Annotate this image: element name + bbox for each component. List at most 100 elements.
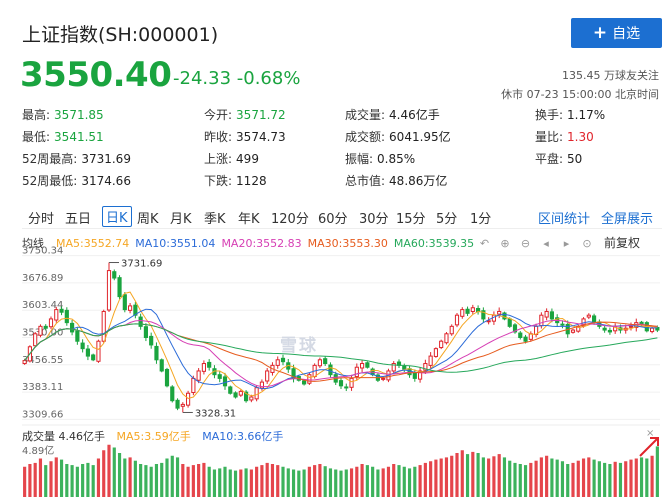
ma-legend-item: MA10:3551.04 [135, 237, 216, 250]
volume-bar [634, 458, 638, 497]
stat-value: 48.86万亿 [389, 174, 448, 188]
page-title: 上证指数(SH:000001) [22, 24, 219, 46]
volume-bar [650, 455, 654, 497]
candle-body [460, 309, 465, 317]
tab-period[interactable]: 15分 [396, 212, 426, 227]
volume-bar [38, 458, 43, 497]
candle-body [465, 308, 470, 314]
stat-value: 1.17% [567, 108, 606, 122]
volume-bar [23, 466, 27, 497]
tab-period[interactable]: 分时 [28, 212, 55, 227]
stat-value: 1.30 [567, 130, 594, 144]
stat-value: 3571.72 [236, 108, 286, 122]
stat-label: 今开: [204, 108, 233, 122]
candle-body [101, 310, 106, 342]
rewind-icon[interactable]: ↶ [479, 237, 490, 250]
market-status: 休市 07-23 15:00:00 北京时间 [501, 88, 659, 101]
volume-bar [59, 459, 64, 497]
watermark: 雪球 [280, 336, 318, 356]
candle-body [180, 403, 185, 407]
volume-label: 成交量 4.46亿手 [22, 430, 105, 443]
ma-line-10 [24, 308, 658, 390]
volume-bar [291, 469, 296, 497]
candle-body [170, 386, 175, 402]
volume-bar [608, 464, 612, 497]
candle-body [360, 363, 365, 369]
stat-value: 3541.51 [54, 130, 104, 144]
tab-period[interactable]: 季K [204, 212, 226, 227]
volume-bar [202, 462, 206, 497]
volume-bar [386, 466, 391, 497]
tab-period[interactable]: 1分 [470, 212, 492, 227]
volume-bar [397, 465, 401, 497]
candle-body [186, 392, 191, 406]
candle-body [338, 380, 344, 387]
volume-bar [423, 462, 427, 497]
volume-bar [597, 461, 601, 497]
volume-bar [429, 461, 433, 497]
volume-bar [476, 453, 480, 497]
candle-body [43, 325, 48, 329]
reset-icon[interactable]: ⊙ [582, 237, 592, 250]
volume-bar [123, 458, 127, 497]
indicator-label[interactable]: 均线 [22, 237, 44, 250]
tab-period[interactable]: 五日 [65, 212, 92, 227]
volume-bar [265, 462, 269, 497]
volume-bar [91, 465, 95, 497]
tab-period[interactable]: 120分 [271, 212, 309, 227]
stat-item: 平盘: 50 [535, 150, 582, 167]
zoom-in-icon[interactable]: ⊕ [500, 237, 510, 250]
tab-period[interactable]: 年K [238, 212, 260, 227]
stat-item: 总市值: 48.86万亿 [345, 172, 447, 189]
scroll-right-icon[interactable]: ▸ [563, 237, 570, 250]
range-stats-link[interactable]: 区间统计 [538, 212, 591, 227]
candle-body [122, 294, 127, 311]
volume-bar [492, 456, 496, 497]
y-tick-label: 3750.34 [22, 246, 63, 257]
volume-bar [334, 469, 338, 497]
stat-item: 换手: 1.17% [535, 106, 605, 123]
adjust-selector[interactable]: 前复权 [604, 236, 641, 250]
candle-body [196, 370, 201, 381]
zoom-out-icon[interactable]: ⊖ [520, 237, 531, 250]
ma-legend-item: MA30:3553.30 [307, 237, 388, 250]
stat-value: 3731.69 [81, 152, 131, 166]
stat-item: 52周最高: 3731.69 [22, 150, 131, 167]
tab-period[interactable]: 5分 [436, 212, 458, 227]
stat-label: 最高: [22, 108, 51, 122]
candle-body [191, 377, 196, 394]
volume-bar [645, 458, 649, 497]
stat-item: 上涨: 499 [204, 150, 259, 167]
volume-bar [576, 460, 580, 497]
candle-body [48, 318, 54, 328]
scroll-left-icon[interactable]: ◂ [543, 237, 549, 250]
tab-period[interactable]: 日K [102, 206, 132, 227]
candle-body [650, 327, 655, 333]
volume-bar [618, 462, 623, 497]
volume-bar [218, 468, 222, 497]
candle-body [428, 355, 433, 366]
volume-bar [70, 465, 74, 497]
fullscreen-link[interactable]: 全屏展示 [601, 212, 654, 227]
candle-body [412, 372, 417, 379]
tab-period[interactable]: 30分 [359, 212, 389, 227]
tab-period[interactable]: 周K [137, 212, 159, 227]
volume-bar [624, 461, 628, 497]
volume-bar [197, 464, 201, 497]
add-watchlist-button[interactable]: + 自选 [571, 18, 662, 48]
stat-item: 昨收: 3574.73 [204, 128, 286, 145]
tab-period[interactable]: 60分 [318, 212, 348, 227]
volume-bar [513, 462, 517, 497]
candle-body [80, 342, 85, 350]
close-icon[interactable]: × [646, 428, 655, 439]
volume-bar [160, 462, 164, 497]
candle-body [154, 345, 159, 361]
volume-bar [545, 455, 549, 497]
volume-bar [455, 453, 459, 497]
candle-body [217, 374, 222, 379]
candle-body [433, 348, 438, 357]
tab-period[interactable]: 月K [170, 212, 192, 227]
volume-bar [144, 465, 148, 497]
volume-bar [471, 451, 475, 497]
